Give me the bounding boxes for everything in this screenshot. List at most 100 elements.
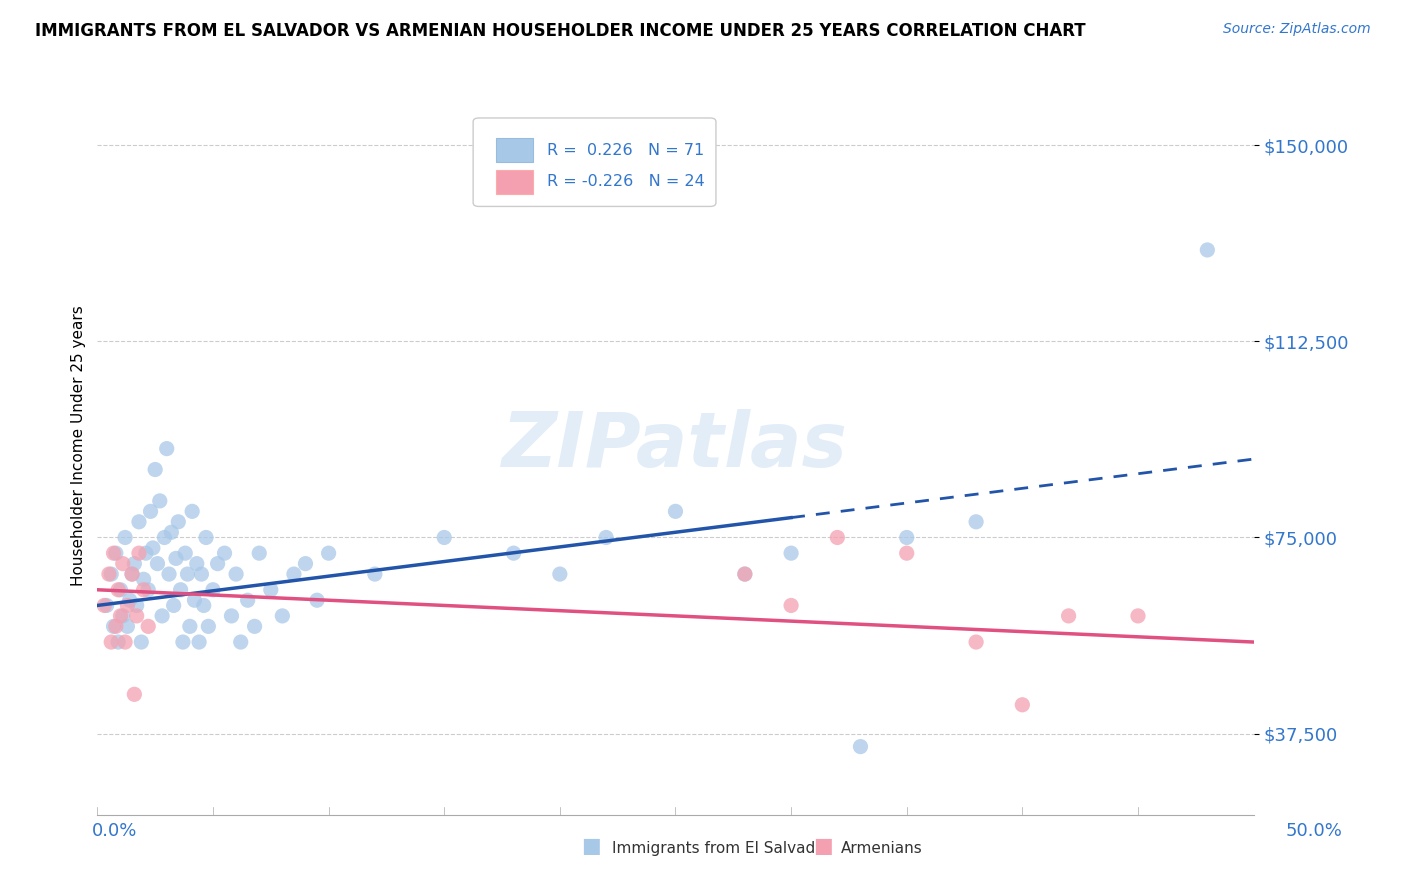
Point [111,608,134,623]
Point [104,619,127,633]
Point [157,567,180,582]
Point [247,546,270,560]
Text: R = -0.226   N = 24: R = -0.226 N = 24 [547,174,704,189]
Point [1197,243,1219,257]
Point [100,567,122,582]
Point [169,582,191,597]
Text: ■: ■ [813,837,832,856]
Point [118,593,141,607]
Point [107,582,129,597]
Point [114,531,136,545]
Point [294,557,316,571]
Point [780,546,803,560]
Point [364,567,387,582]
Bar [496,169,533,194]
Point [110,608,132,623]
Point [896,531,918,545]
Point [103,619,125,633]
Point [136,619,159,633]
Text: 0.0%: 0.0% [91,822,136,840]
Y-axis label: Householder Income Under 25 years: Householder Income Under 25 years [72,306,86,586]
Point [734,567,756,582]
Point [124,557,146,571]
Point [502,546,524,560]
Point [214,546,236,560]
Point [117,599,139,613]
Point [121,567,143,582]
Point [195,531,218,545]
Point [1057,608,1080,623]
Point [103,546,125,560]
Point [160,525,183,540]
Point [201,582,224,597]
Point [283,567,305,582]
Point [93,599,115,613]
Point [271,608,294,623]
Point [97,567,120,582]
Point [318,546,340,560]
Point [110,582,132,597]
Point [149,494,172,508]
Point [132,572,155,586]
Point [143,462,166,476]
Point [114,635,136,649]
Text: R =  0.226   N = 71: R = 0.226 N = 71 [547,143,704,158]
Point [172,635,194,649]
Point [190,567,212,582]
Text: Source: ZipAtlas.com: Source: ZipAtlas.com [1223,22,1371,37]
Point [135,546,157,560]
Point [188,635,211,649]
Point [595,531,617,545]
Point [225,567,247,582]
Text: ■: ■ [581,837,600,856]
Point [136,582,159,597]
Point [305,593,328,607]
Point [153,531,176,545]
Text: IMMIGRANTS FROM EL SALVADOR VS ARMENIAN HOUSEHOLDER INCOME UNDER 25 YEARS CORREL: IMMIGRANTS FROM EL SALVADOR VS ARMENIAN … [35,22,1085,40]
Point [181,504,204,518]
Point [163,599,186,613]
Point [128,546,150,560]
Point [197,619,219,633]
Point [150,608,173,623]
Point [176,567,198,582]
Point [965,515,987,529]
Point [896,546,918,560]
Point [125,599,148,613]
Point [132,582,155,597]
Point [849,739,872,754]
Point [124,687,146,701]
Point [827,531,849,545]
Point [236,593,259,607]
Point [121,567,143,582]
Text: ZIPatlas: ZIPatlas [502,409,848,483]
Point [193,599,215,613]
Point [243,619,266,633]
Point [167,515,190,529]
Point [734,567,756,582]
Point [165,551,187,566]
Point [664,504,686,518]
Point [146,557,169,571]
Text: Immigrants from El Salvador: Immigrants from El Salvador [612,841,831,856]
Point [104,546,127,560]
Point [207,557,229,571]
Point [139,504,162,518]
Point [548,567,571,582]
Point [117,619,139,633]
Point [174,546,197,560]
Point [125,608,148,623]
Point [179,619,201,633]
Point [186,557,208,571]
Point [142,541,165,555]
Point [183,593,205,607]
Bar [496,138,533,162]
Point [100,635,122,649]
Point [111,557,134,571]
Point [229,635,252,649]
Point [260,582,283,597]
Point [1011,698,1033,712]
Point [780,599,803,613]
Point [433,531,456,545]
FancyBboxPatch shape [474,118,716,206]
